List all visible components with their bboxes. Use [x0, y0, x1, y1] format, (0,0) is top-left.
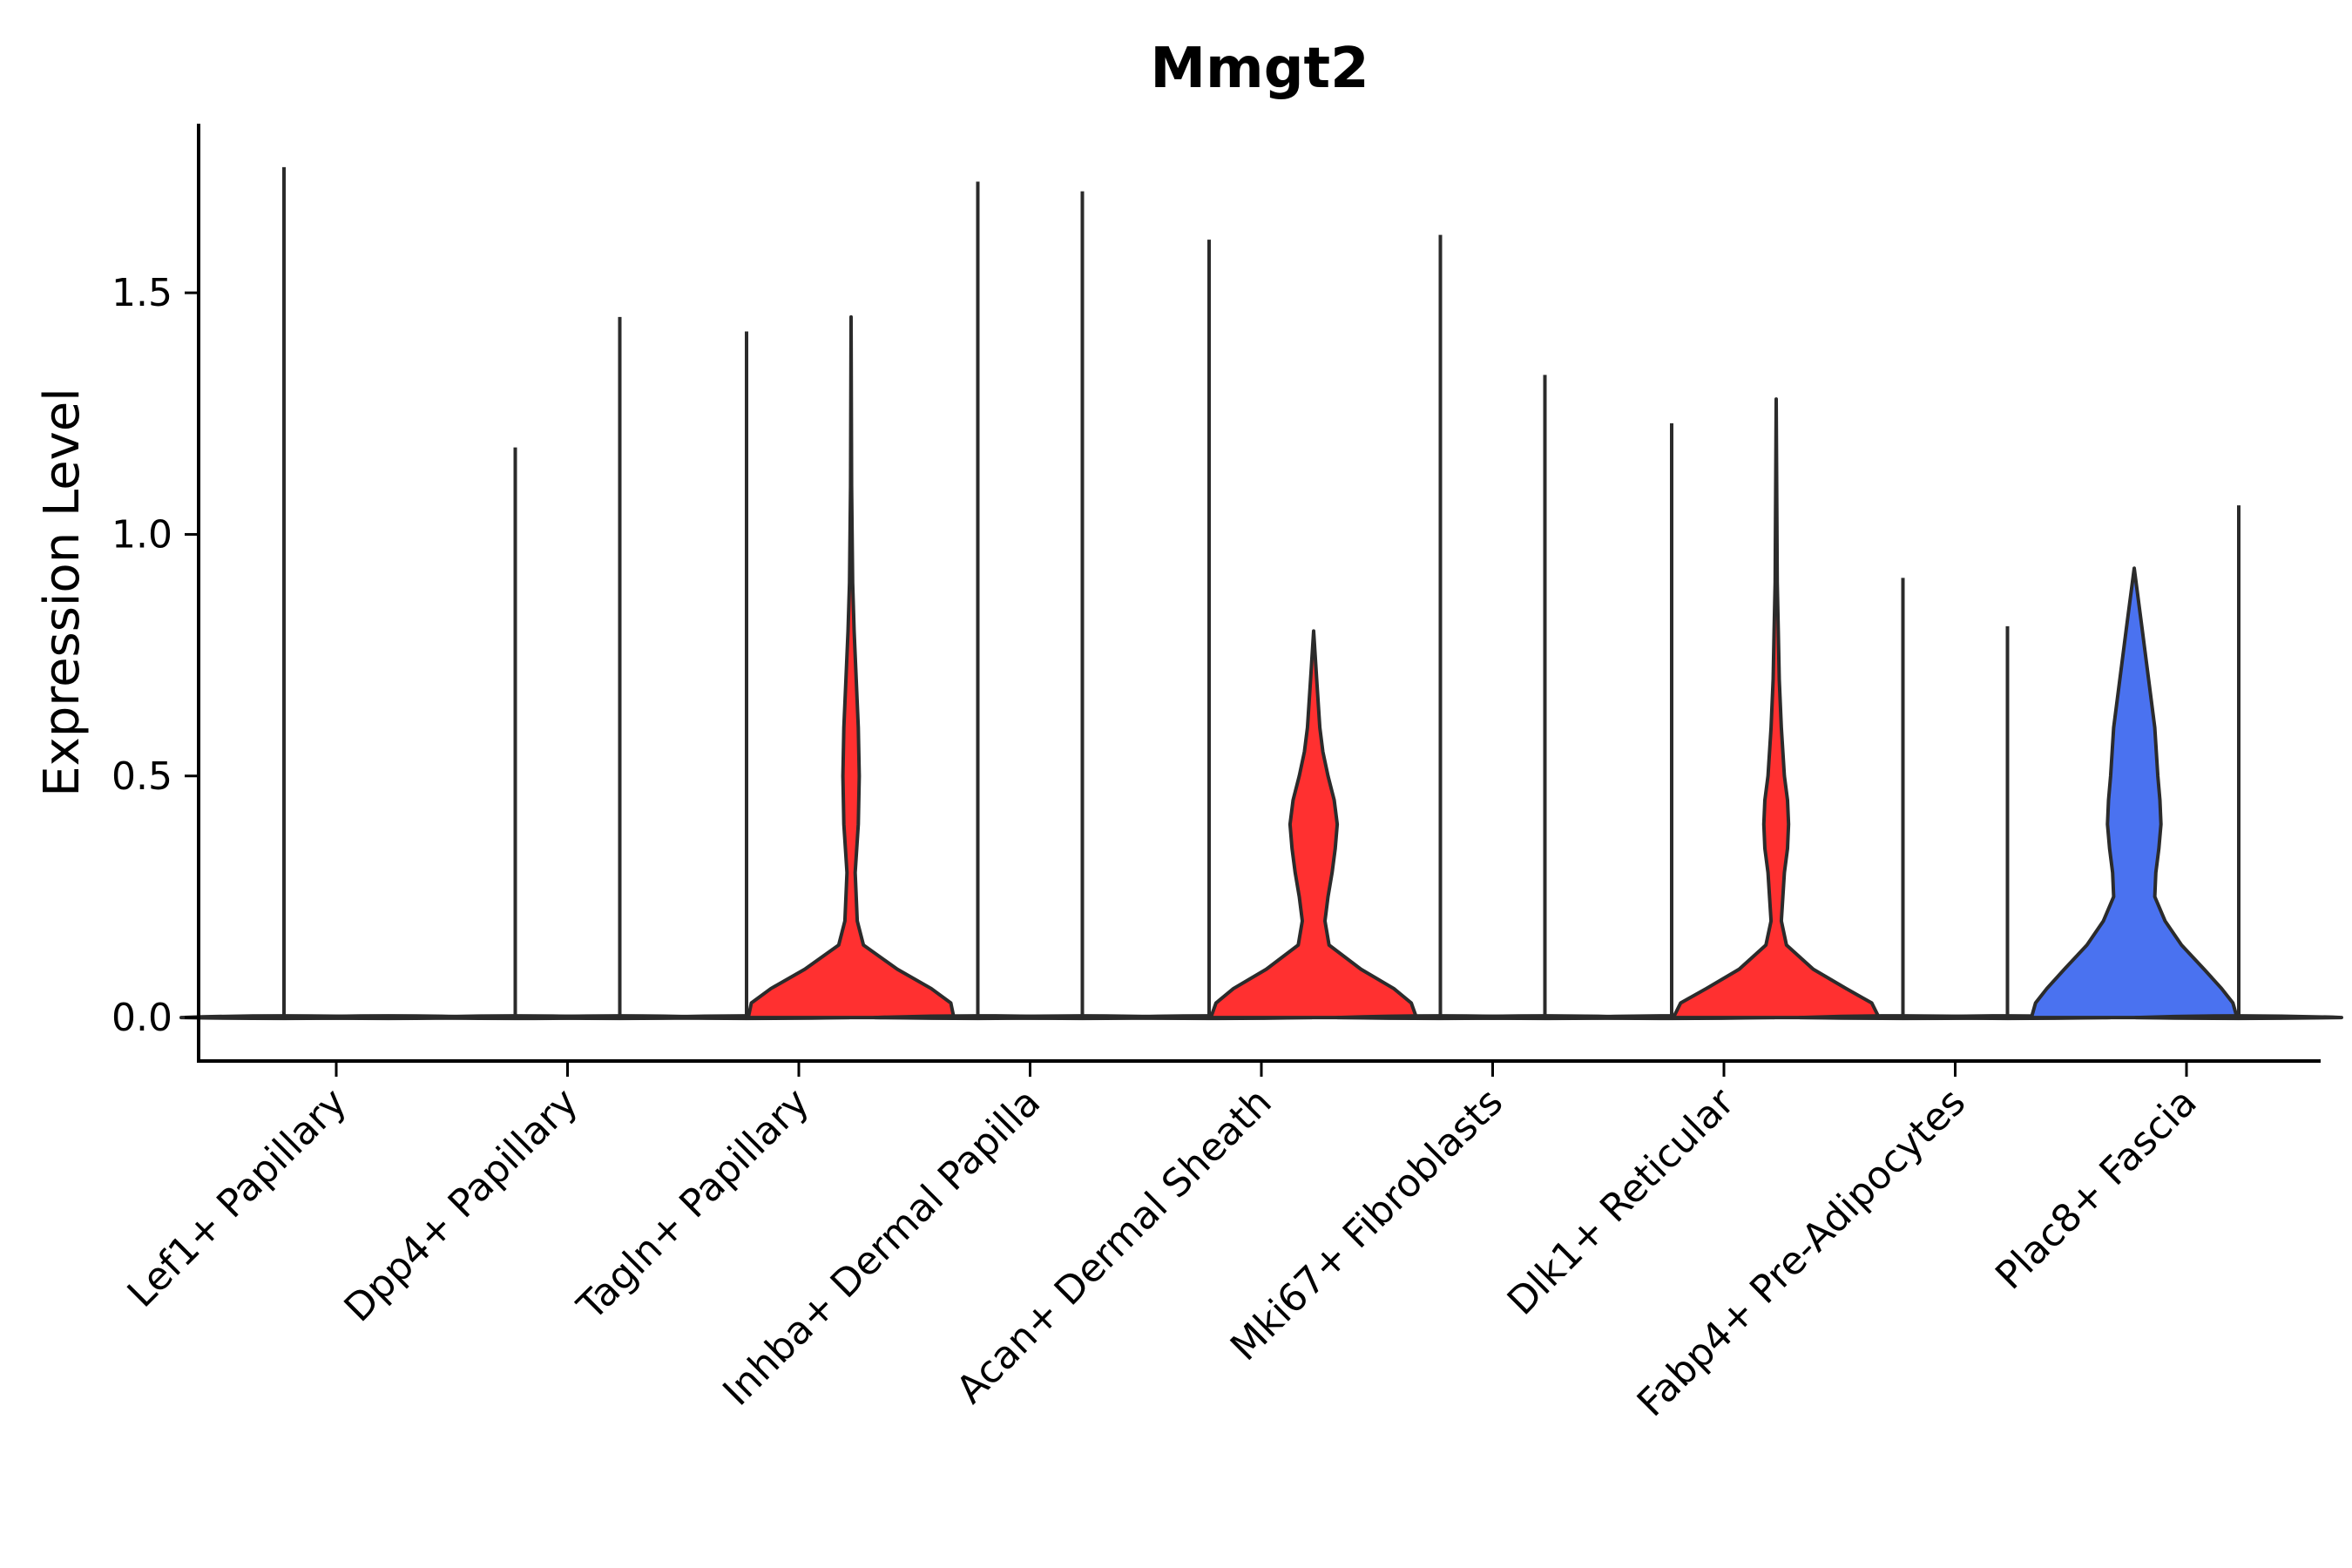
y-tick-label-1: 0.5: [112, 754, 172, 799]
violin-body-9: [1209, 629, 1418, 1020]
violin-7: [977, 191, 1187, 1021]
x-tick-label-6: Dlk1+ Reticular: [1499, 1079, 1744, 1324]
violin-2: [410, 447, 620, 1021]
violin-0: [179, 166, 389, 1021]
violin-17: [2134, 505, 2343, 1021]
violin-10: [1335, 234, 1545, 1021]
x-tick-label-1: Dpp4+ Papillary: [336, 1080, 587, 1331]
violin-6: [873, 181, 1083, 1021]
x-tick-label-8: Plac8+ Fascia: [1987, 1080, 2206, 1299]
violin-body-5: [747, 314, 956, 1020]
violin-12: [1567, 422, 1776, 1021]
violin-body-16: [2030, 566, 2239, 1020]
y-tick-label-3: 1.5: [112, 271, 172, 315]
violin-layer: [179, 166, 2343, 1021]
violin-8: [1105, 240, 1314, 1021]
violin-9: [1209, 629, 1418, 1020]
y-axis-label: Expression Level: [34, 388, 91, 797]
violin-3: [515, 316, 725, 1021]
x-tick-label-0: Lef1+ Papillary: [119, 1080, 355, 1316]
violin-14: [1798, 578, 2008, 1021]
violin-body-13: [1672, 397, 1881, 1020]
violin-5: [747, 314, 956, 1020]
y-tick-label-2: 1.0: [112, 512, 172, 557]
chart-title: Mmgt2: [1150, 37, 1369, 101]
y-tick-label-0: 0.0: [112, 996, 172, 1040]
violin-4: [642, 331, 851, 1021]
violin-13: [1672, 397, 1881, 1020]
violin-11: [1440, 375, 1650, 1021]
violin-16: [2030, 566, 2239, 1020]
y-axis: 0.0 0.5 1.0 1.5: [112, 271, 199, 1040]
x-tick-label-2: Tagln+ Papillary: [569, 1080, 818, 1329]
